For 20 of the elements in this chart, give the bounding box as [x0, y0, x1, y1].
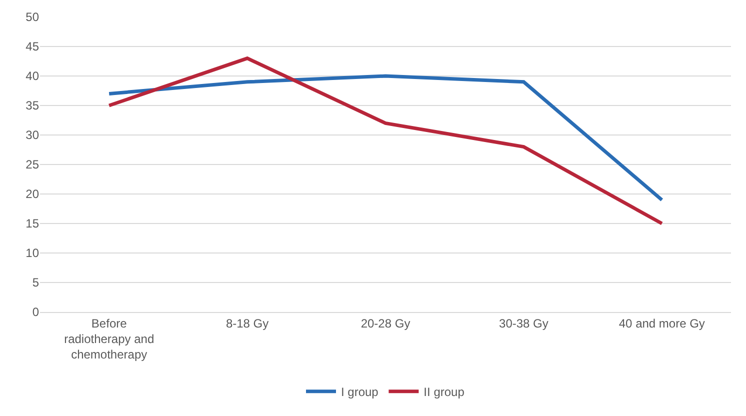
- y-tick-label: 25: [26, 158, 40, 172]
- x-tick-label: 20-28 Gy: [360, 316, 410, 330]
- legend-label: II group: [424, 385, 465, 400]
- x-tick-label: 30-38 Gy: [499, 316, 548, 330]
- x-tick-label: 40 and more Gy: [618, 316, 705, 330]
- x-tick-label: Before radiotherapy and chemotherapy: [64, 316, 154, 362]
- line-series: [107, 74, 664, 202]
- y-tick-label: 45: [26, 40, 40, 54]
- y-tick-label: 5: [32, 276, 40, 290]
- y-tick-label: 50: [26, 10, 40, 24]
- legend-label: I group: [341, 385, 379, 400]
- y-tick-label: 0: [32, 305, 40, 320]
- y-tick-label: 20: [26, 187, 40, 202]
- y-tick-label: 35: [26, 98, 40, 113]
- y-tick-label: 40: [26, 69, 40, 84]
- y-tick-label: 15: [26, 216, 40, 231]
- y-tick-label: 10: [26, 246, 40, 260]
- y-tick-label: 30: [26, 128, 40, 142]
- x-tick-label: 8-18 Gy: [226, 316, 269, 330]
- line-series: [107, 56, 664, 226]
